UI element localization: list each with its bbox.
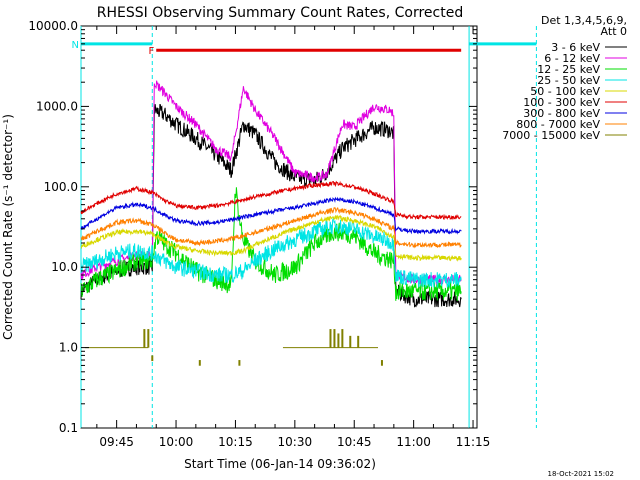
legend-entry-label: 25 - 50 keV bbox=[537, 74, 600, 87]
y-tick-label: 0.1 bbox=[59, 421, 78, 435]
y-tick-label: 100.0 bbox=[44, 180, 78, 194]
legend-header-line-2: Att 0 bbox=[601, 25, 627, 38]
series-line-4 bbox=[80, 214, 462, 262]
x-tick-label: 10:00 bbox=[159, 435, 194, 449]
legend-entry-label: 7000 - 15000 keV bbox=[502, 129, 600, 142]
legend-entry-label: 12 - 25 keV bbox=[537, 63, 600, 76]
x-tick-label: 10:15 bbox=[218, 435, 253, 449]
flag-label: N bbox=[72, 40, 79, 51]
y-tick-label: 10.0 bbox=[51, 260, 78, 274]
series-line-3 bbox=[80, 216, 462, 288]
x-tick-label: 09:45 bbox=[99, 435, 134, 449]
legend-entry-label: 800 - 7000 keV bbox=[516, 118, 600, 131]
footer-date: 18-Oct-2021 15:02 bbox=[548, 470, 614, 478]
legend-entry-label: 300 - 800 keV bbox=[523, 107, 600, 120]
x-tick-label: 11:00 bbox=[396, 435, 431, 449]
x-axis: 09:45 10:00 10:15 10:30 10:45 11:00 11:15 bbox=[96, 26, 491, 449]
x-tick-label: 10:30 bbox=[278, 435, 313, 449]
legend-entry-label: 100 - 300 keV bbox=[523, 96, 600, 109]
flag-label: F bbox=[148, 46, 154, 57]
series-line-5 bbox=[80, 180, 462, 221]
series-line-7 bbox=[80, 206, 462, 249]
x-tick-label: 11:15 bbox=[456, 435, 491, 449]
plot-area: NF bbox=[72, 25, 537, 429]
y-axis: 0.1 1.0 10.0 100.0 1000.0 10000.0 bbox=[28, 19, 477, 435]
series-line-6 bbox=[80, 196, 462, 235]
x-tick-label: 10:45 bbox=[337, 435, 372, 449]
legend-entry-label: 6 - 12 keV bbox=[544, 52, 600, 65]
y-axis-label: Corrected Count Rate (s⁻¹ detector⁻¹) bbox=[1, 114, 15, 340]
y-tick-label: 1.0 bbox=[59, 341, 78, 355]
legend-entry-label: 3 - 6 keV bbox=[551, 41, 600, 54]
y-tick-label: 10000.0 bbox=[28, 19, 78, 33]
y-tick-label: 1000.0 bbox=[36, 99, 78, 113]
chart-title: RHESSI Observing Summary Count Rates, Co… bbox=[97, 5, 463, 21]
legend-header-line-1: Det 1,3,4,5,6,9, bbox=[541, 14, 627, 27]
legend-entry-label: 50 - 100 keV bbox=[530, 85, 600, 98]
x-axis-label: Start Time (06-Jan-14 09:36:02) bbox=[184, 457, 376, 471]
